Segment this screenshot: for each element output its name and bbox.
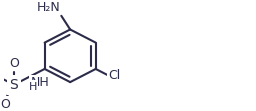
Text: H: H: [28, 82, 37, 92]
Text: O: O: [9, 57, 19, 70]
Text: Cl: Cl: [109, 69, 121, 82]
Text: S: S: [9, 78, 18, 92]
Text: H₂N: H₂N: [37, 1, 60, 15]
Text: O: O: [0, 98, 10, 111]
Text: NH: NH: [30, 76, 49, 89]
